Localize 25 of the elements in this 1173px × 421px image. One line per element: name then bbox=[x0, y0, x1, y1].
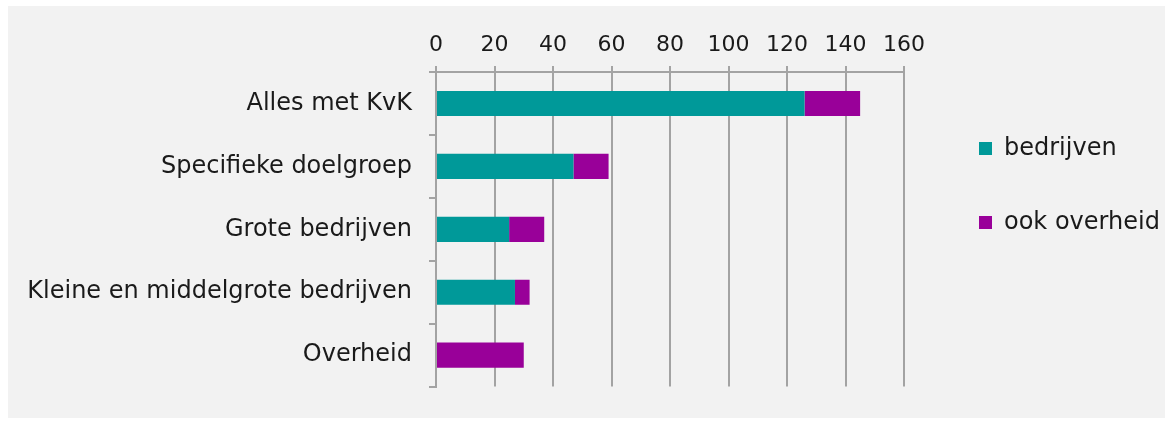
x-tick-label: 20 bbox=[480, 30, 509, 56]
bar bbox=[437, 153, 574, 179]
legend-label: ook overheid bbox=[1004, 206, 1160, 235]
legend-label: bedrijven bbox=[1004, 132, 1117, 161]
y-tick-label: Kleine en middelgrote bedrijven bbox=[27, 276, 412, 305]
y-tick-label: Grote bedrijven bbox=[224, 213, 412, 242]
x-tick-label: 80 bbox=[656, 30, 684, 56]
y-tick-label: Overheid bbox=[302, 339, 412, 368]
x-tick-label: 100 bbox=[707, 30, 750, 56]
bar bbox=[804, 90, 861, 117]
bar bbox=[437, 90, 805, 117]
bar bbox=[509, 216, 545, 242]
x-tick-label: 140 bbox=[824, 30, 867, 56]
x-tick-label: 40 bbox=[539, 30, 567, 56]
bar bbox=[514, 279, 530, 305]
x-tick-label: 0 bbox=[429, 30, 443, 56]
x-tick-label: 160 bbox=[883, 30, 925, 56]
y-tick-label: Specifieke doelgroep bbox=[160, 150, 412, 179]
x-tick-label: 60 bbox=[597, 30, 626, 56]
y-tick-label: Alles met KvK bbox=[246, 87, 414, 116]
bar bbox=[437, 342, 524, 368]
bar bbox=[437, 216, 510, 242]
bar bbox=[573, 153, 609, 179]
bar bbox=[437, 279, 515, 305]
x-tick-label: 120 bbox=[766, 30, 808, 56]
